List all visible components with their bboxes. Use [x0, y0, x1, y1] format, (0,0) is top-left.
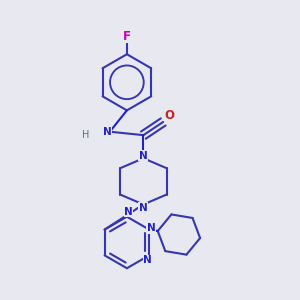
Text: N: N: [147, 224, 155, 233]
Text: F: F: [123, 30, 131, 43]
Text: N: N: [139, 203, 148, 213]
Text: N: N: [139, 151, 148, 160]
Text: N: N: [124, 207, 133, 217]
Text: N: N: [143, 255, 152, 265]
Text: O: O: [164, 110, 174, 122]
Text: N: N: [103, 127, 111, 137]
Text: H: H: [82, 130, 89, 140]
